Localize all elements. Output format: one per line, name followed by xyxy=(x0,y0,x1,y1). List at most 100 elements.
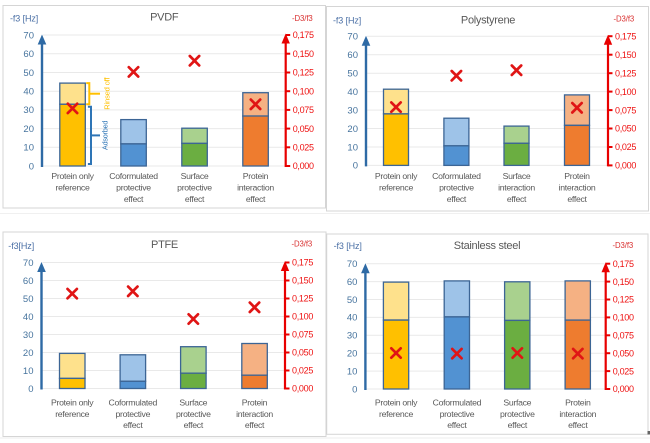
svg-text:effect: effect xyxy=(185,194,205,204)
svg-text:reference: reference xyxy=(55,409,89,419)
svg-text:protective: protective xyxy=(440,409,475,419)
svg-text:Stainless steel: Stainless steel xyxy=(454,240,520,252)
svg-text:40: 40 xyxy=(23,87,34,98)
svg-text:30: 30 xyxy=(347,105,358,116)
svg-text:-D3/f3: -D3/f3 xyxy=(292,240,313,249)
svg-text:0,100: 0,100 xyxy=(293,86,314,96)
svg-text:60: 60 xyxy=(347,50,358,61)
svg-text:Protein: Protein xyxy=(564,171,590,181)
svg-text:Protein only: Protein only xyxy=(375,171,418,181)
svg-text:60: 60 xyxy=(347,277,358,288)
svg-text:Coformulated: Coformulated xyxy=(109,398,158,408)
svg-text:effect: effect xyxy=(568,420,588,430)
svg-text:0,000: 0,000 xyxy=(292,384,313,394)
svg-text:0: 0 xyxy=(353,161,358,172)
svg-text:0,125: 0,125 xyxy=(613,295,634,305)
svg-text:50: 50 xyxy=(23,68,34,79)
svg-text:Surface: Surface xyxy=(503,398,531,408)
svg-text:30: 30 xyxy=(23,105,34,116)
svg-text:protective: protective xyxy=(500,409,535,419)
svg-text:0,075: 0,075 xyxy=(293,105,314,115)
svg-text:reference: reference xyxy=(55,183,89,193)
svg-text:Protein: Protein xyxy=(243,171,269,181)
svg-text:60: 60 xyxy=(23,276,34,287)
svg-text:effect: effect xyxy=(507,194,527,204)
svg-text:20: 20 xyxy=(347,349,358,360)
svg-text:0,050: 0,050 xyxy=(615,124,636,134)
svg-text:Coformulated: Coformulated xyxy=(109,171,158,181)
svg-text:20: 20 xyxy=(23,348,34,359)
svg-text:0,025: 0,025 xyxy=(615,142,636,152)
svg-text:50: 50 xyxy=(347,69,358,80)
svg-text:0,000: 0,000 xyxy=(615,161,636,171)
svg-text:Surface: Surface xyxy=(179,398,207,408)
svg-text:reference: reference xyxy=(379,409,413,419)
svg-text:0,000: 0,000 xyxy=(293,161,314,171)
svg-text:interaction: interaction xyxy=(236,409,273,419)
svg-text:10: 10 xyxy=(347,142,358,153)
svg-text:effect: effect xyxy=(246,194,266,204)
svg-text:Coformulated: Coformulated xyxy=(432,171,481,181)
svg-text:0,175: 0,175 xyxy=(292,258,313,268)
svg-text:-D3/f3: -D3/f3 xyxy=(292,14,313,23)
svg-text:50: 50 xyxy=(347,295,358,306)
svg-text:10: 10 xyxy=(23,143,34,154)
svg-text:0,050: 0,050 xyxy=(292,348,313,358)
svg-text:0,175: 0,175 xyxy=(613,259,634,269)
svg-text:70: 70 xyxy=(23,30,34,41)
svg-text:70: 70 xyxy=(347,32,358,43)
svg-text:20: 20 xyxy=(347,124,358,135)
svg-text:effect: effect xyxy=(123,420,143,430)
svg-text:0,125: 0,125 xyxy=(293,68,314,78)
svg-text:40: 40 xyxy=(347,313,358,324)
svg-text:Protein: Protein xyxy=(242,398,268,408)
svg-text:protective: protective xyxy=(176,409,211,419)
svg-text:interaction: interaction xyxy=(559,183,596,193)
svg-text:0,175: 0,175 xyxy=(293,30,314,40)
svg-text:60: 60 xyxy=(23,49,34,60)
svg-text:0,075: 0,075 xyxy=(613,331,634,341)
svg-text:0,100: 0,100 xyxy=(615,87,636,97)
svg-text:Coformulated: Coformulated xyxy=(433,398,482,408)
svg-text:interaction: interaction xyxy=(237,183,274,193)
svg-text:protective: protective xyxy=(115,409,150,419)
svg-text:interaction: interaction xyxy=(498,183,535,193)
svg-text:70: 70 xyxy=(23,258,34,269)
svg-text:reference: reference xyxy=(379,183,413,193)
svg-text:effect: effect xyxy=(124,194,144,204)
svg-text:protective: protective xyxy=(116,183,151,193)
svg-text:PVDF: PVDF xyxy=(150,12,179,24)
svg-text:0,025: 0,025 xyxy=(613,366,634,376)
svg-text:effect: effect xyxy=(567,194,587,204)
svg-text:0,150: 0,150 xyxy=(293,49,314,59)
svg-text:-D3/f3: -D3/f3 xyxy=(614,15,635,24)
svg-text:50: 50 xyxy=(23,294,34,305)
svg-text:effect: effect xyxy=(447,420,467,430)
svg-text:0,150: 0,150 xyxy=(615,50,636,60)
svg-text:PTFE: PTFE xyxy=(151,239,178,251)
svg-text:-D3/f3: -D3/f3 xyxy=(613,241,634,250)
svg-text:0,100: 0,100 xyxy=(613,313,634,323)
svg-text:0,025: 0,025 xyxy=(292,366,313,376)
svg-text:0,125: 0,125 xyxy=(615,68,636,78)
svg-text:Surface: Surface xyxy=(503,171,531,181)
svg-text:Protein only: Protein only xyxy=(51,398,94,408)
svg-text:0,175: 0,175 xyxy=(615,32,636,42)
svg-text:0,100: 0,100 xyxy=(292,312,313,322)
svg-text:70: 70 xyxy=(347,259,358,270)
svg-text:interaction: interaction xyxy=(559,409,596,419)
svg-text:Polystyrene: Polystyrene xyxy=(461,15,515,27)
svg-text:protective: protective xyxy=(439,183,474,193)
svg-text:0,150: 0,150 xyxy=(292,276,313,286)
svg-text:0: 0 xyxy=(29,161,34,172)
svg-text:Rinsed off: Rinsed off xyxy=(103,77,112,110)
svg-text:40: 40 xyxy=(347,87,358,98)
svg-text:effect: effect xyxy=(245,420,265,430)
svg-text:Adsorbed: Adsorbed xyxy=(101,121,110,150)
svg-text:0,125: 0,125 xyxy=(292,294,313,304)
svg-text:30: 30 xyxy=(347,331,358,342)
svg-text:0: 0 xyxy=(352,384,357,395)
svg-text:-f3[Hz]: -f3[Hz] xyxy=(8,241,34,251)
svg-text:-f3 [Hz]: -f3 [Hz] xyxy=(333,15,361,25)
svg-text:10: 10 xyxy=(347,366,358,377)
